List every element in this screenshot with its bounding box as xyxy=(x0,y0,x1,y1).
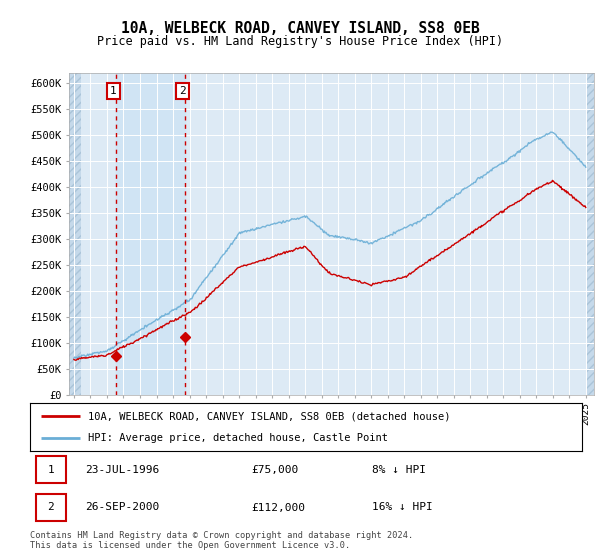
Text: 2: 2 xyxy=(47,502,54,512)
Text: HPI: Average price, detached house, Castle Point: HPI: Average price, detached house, Cast… xyxy=(88,433,388,443)
Text: 1: 1 xyxy=(110,86,117,96)
FancyBboxPatch shape xyxy=(35,456,66,483)
Text: £112,000: £112,000 xyxy=(251,502,305,512)
FancyBboxPatch shape xyxy=(35,494,66,521)
Bar xyxy=(69,73,81,395)
Text: 1: 1 xyxy=(47,465,54,475)
Text: £75,000: £75,000 xyxy=(251,465,298,475)
Text: 2: 2 xyxy=(179,86,186,96)
Text: 8% ↓ HPI: 8% ↓ HPI xyxy=(372,465,426,475)
Text: 10A, WELBECK ROAD, CANVEY ISLAND, SS8 0EB (detached house): 10A, WELBECK ROAD, CANVEY ISLAND, SS8 0E… xyxy=(88,411,451,421)
Text: 16% ↓ HPI: 16% ↓ HPI xyxy=(372,502,433,512)
Text: Price paid vs. HM Land Registry's House Price Index (HPI): Price paid vs. HM Land Registry's House … xyxy=(97,35,503,48)
Text: 23-JUL-1996: 23-JUL-1996 xyxy=(85,465,160,475)
Text: Contains HM Land Registry data © Crown copyright and database right 2024.
This d: Contains HM Land Registry data © Crown c… xyxy=(30,531,413,550)
Text: 10A, WELBECK ROAD, CANVEY ISLAND, SS8 0EB: 10A, WELBECK ROAD, CANVEY ISLAND, SS8 0E… xyxy=(121,21,479,36)
Text: 26-SEP-2000: 26-SEP-2000 xyxy=(85,502,160,512)
Bar xyxy=(586,73,594,395)
Bar xyxy=(116,73,185,395)
